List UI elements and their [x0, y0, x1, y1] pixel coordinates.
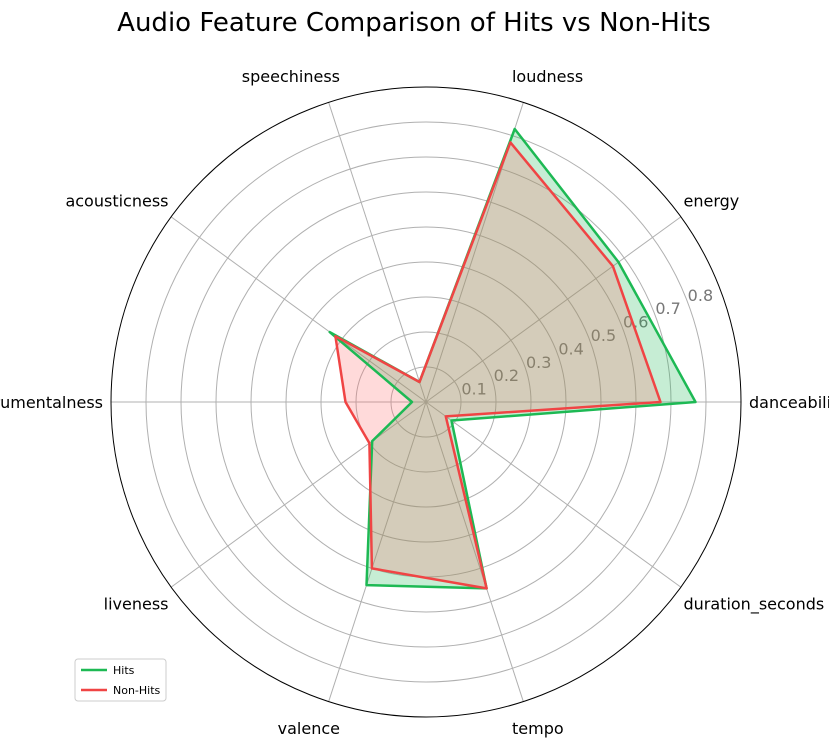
r-tick-label: 0.5	[591, 326, 616, 345]
series-line	[328, 127, 697, 590]
radar-axis-labels: danceability energy loudness speechiness aco…	[0, 67, 829, 738]
axis-label: liveness	[104, 595, 169, 614]
series-line	[334, 141, 662, 590]
r-tick-label: 0.3	[526, 353, 551, 372]
axis-spoke	[170, 401, 427, 588]
r-tick-label: 0.6	[623, 313, 648, 332]
r-tick-label: 0.8	[688, 286, 713, 305]
axis-label: energy	[683, 191, 739, 210]
chart-legend: Hits Non-Hits	[74, 658, 167, 702]
r-tick-label: 0.2	[494, 366, 519, 385]
legend-label: Non-Hits	[113, 684, 161, 697]
axis-spoke	[425, 216, 682, 403]
legend-label: Hits	[113, 664, 135, 677]
axis-label: duration_seconds	[683, 595, 824, 615]
radar-series	[328, 127, 697, 590]
axis-spoke	[425, 401, 682, 588]
axis-spoke	[328, 401, 427, 702]
r-tick-label: 0.7	[655, 299, 680, 318]
axis-spoke	[170, 216, 427, 403]
axis-spoke	[425, 401, 524, 702]
polar-frame	[110, 86, 742, 718]
axis-label: loudness	[512, 67, 583, 86]
axis-label: tempo	[512, 719, 564, 738]
axis-label: instrumentalness	[0, 393, 103, 412]
chart-title: Audio Feature Comparison of Hits vs Non-…	[117, 8, 711, 38]
axis-label: acousticness	[65, 191, 168, 210]
axis-label: speechiness	[242, 67, 340, 86]
series-area	[335, 142, 661, 589]
axis-label: valence	[278, 719, 340, 738]
r-tick-label: 0.4	[558, 339, 583, 358]
axis-spoke	[328, 102, 427, 403]
r-tick-label: 0.1	[461, 380, 486, 399]
axis-label: danceability	[749, 393, 829, 412]
